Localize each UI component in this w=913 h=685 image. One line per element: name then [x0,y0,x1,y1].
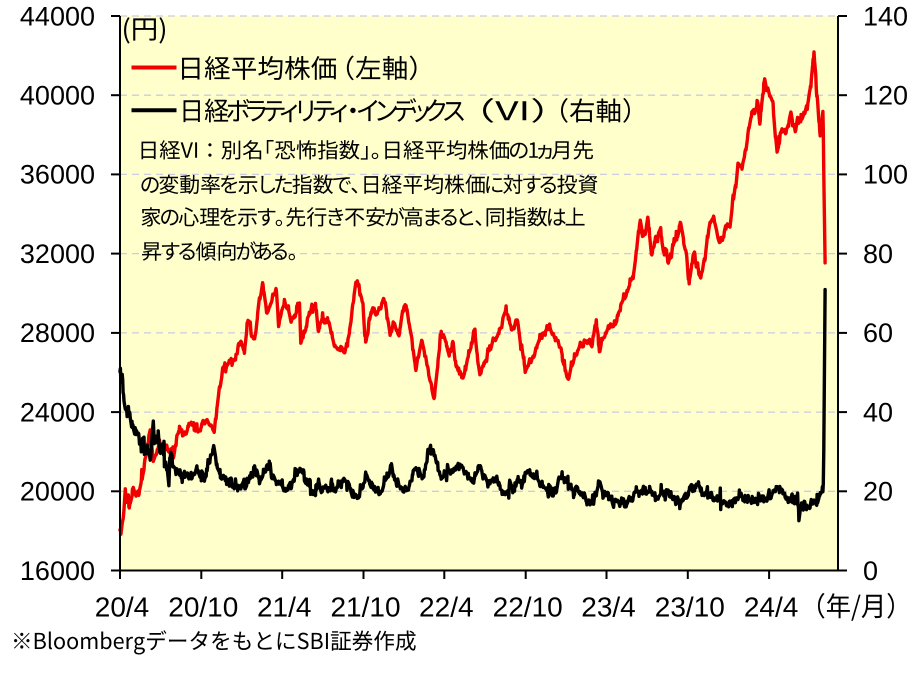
svg-text:22/4: 22/4 [419,592,474,623]
svg-text:20/4: 20/4 [95,592,150,623]
svg-text:23/4: 23/4 [581,592,636,623]
svg-text:24/4: 24/4 [744,592,799,623]
svg-text:21/4: 21/4 [257,592,312,623]
svg-text:140: 140 [863,1,908,31]
svg-text:20/10: 20/10 [168,592,238,623]
svg-text:23/10: 23/10 [655,592,725,623]
svg-text:28000: 28000 [20,318,95,348]
svg-text:80: 80 [863,239,893,269]
svg-text:100: 100 [863,160,908,190]
svg-text:40: 40 [863,397,893,427]
svg-text:32000: 32000 [20,239,95,269]
svg-text:24000: 24000 [20,397,95,427]
svg-text:120: 120 [863,81,908,111]
svg-text:36000: 36000 [20,160,95,190]
svg-text:40000: 40000 [20,81,95,111]
svg-text:60: 60 [863,318,893,348]
svg-text:20: 20 [863,477,893,507]
svg-text:16000: 16000 [20,556,95,586]
svg-text:21/10: 21/10 [330,592,400,623]
svg-text:0: 0 [863,556,878,586]
svg-text:22/10: 22/10 [493,592,563,623]
svg-text:44000: 44000 [20,1,95,31]
svg-text:20000: 20000 [20,477,95,507]
